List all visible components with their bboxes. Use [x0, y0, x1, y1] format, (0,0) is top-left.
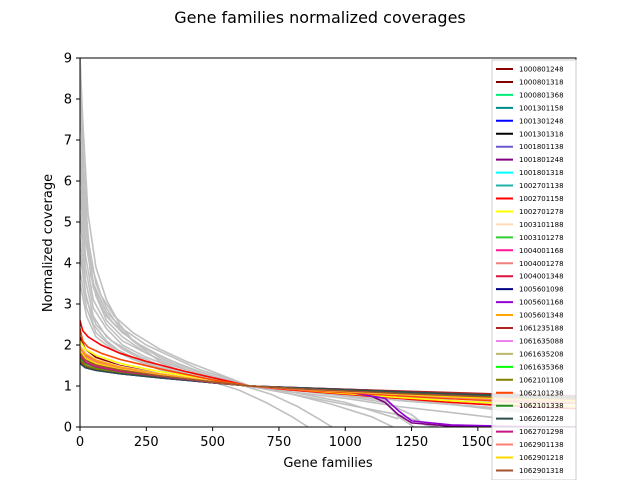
legend-label-1004001168: 1004001168: [519, 247, 564, 255]
legend-label-1005601168: 1005601168: [519, 299, 564, 307]
legend-label-1001301158: 1001301158: [519, 104, 564, 112]
background-series-line: [80, 98, 531, 422]
x-tick-label: 0: [76, 435, 84, 450]
legend-label-1000801318: 1000801318: [519, 78, 564, 86]
legend-label-1001801318: 1001801318: [519, 169, 564, 177]
legend-label-1062101238: 1062101238: [519, 389, 564, 397]
x-axis-label: Gene families: [283, 456, 372, 471]
y-tick-label: 4: [64, 257, 72, 272]
legend-label-1062701298: 1062701298: [519, 428, 564, 436]
legend-label-1002701158: 1002701158: [519, 195, 564, 203]
legend-label-1062901318: 1062901318: [519, 467, 564, 475]
legend-label-1005601098: 1005601098: [519, 286, 564, 294]
legend: 1000801248 1000801318 1000801368 1001301158…: [491, 59, 577, 480]
legend-label-1002701138: 1002701138: [519, 182, 564, 190]
y-tick-label: 5: [64, 216, 72, 231]
legend-label-1062901138: 1062901138: [519, 441, 564, 449]
y-tick-label: 7: [64, 134, 72, 149]
x-tick-label: 1500: [461, 435, 494, 450]
y-tick-label: 3: [64, 298, 72, 313]
legend-label-1000801248: 1000801248: [519, 66, 564, 74]
y-tick-label: 9: [64, 52, 72, 67]
legend-box: [491, 59, 577, 480]
legend-label-1061635088: 1061635088: [519, 337, 564, 345]
x-axis-ticks: 0 250 500 750 1000 1250 1500: [76, 427, 494, 450]
y-tick-label: 8: [64, 93, 72, 108]
y-tick-label: 6: [64, 175, 72, 190]
legend-label-1062601228: 1062601228: [519, 415, 564, 423]
series-line-1062101238: [80, 328, 576, 405]
legend-label-1004001348: 1004001348: [519, 273, 564, 281]
x-tick-label: 1250: [395, 435, 428, 450]
legend-label-1002701278: 1002701278: [519, 208, 564, 216]
series-line-1002701158: [80, 320, 576, 410]
legend-label-1003101278: 1003101278: [519, 234, 564, 242]
legend-label-1001801248: 1001801248: [519, 156, 564, 164]
y-tick-label: 1: [64, 380, 72, 395]
chart-title: Gene families normalized coverages: [174, 8, 466, 27]
x-tick-label: 750: [267, 435, 292, 450]
legend-label-1001301248: 1001301248: [519, 117, 564, 125]
x-tick-label: 1000: [329, 435, 362, 450]
colored-series-group: [80, 320, 576, 427]
legend-label-1004001278: 1004001278: [519, 260, 564, 268]
legend-label-1001801138: 1001801138: [519, 143, 564, 151]
y-axis-label: Normalized coverage: [41, 174, 56, 312]
y-axis-ticks: 0 1 2 3 4 5 6 7 8 9: [64, 52, 80, 436]
background-series-line: [80, 58, 333, 427]
x-tick-label: 250: [134, 435, 159, 450]
legend-label-1062101108: 1062101108: [519, 376, 564, 384]
legend-label-1062901218: 1062901218: [519, 454, 564, 462]
background-series-line: [80, 58, 309, 427]
legend-label-1005601348: 1005601348: [519, 312, 564, 320]
y-tick-label: 0: [64, 421, 72, 436]
background-series-line: [80, 58, 439, 427]
legend-label-1003101188: 1003101188: [519, 221, 564, 229]
x-tick-label: 500: [200, 435, 225, 450]
legend-label-1000801368: 1000801368: [519, 91, 564, 99]
legend-label-1001301318: 1001301318: [519, 130, 564, 138]
legend-label-1061635368: 1061635368: [519, 363, 564, 371]
y-tick-label: 2: [64, 339, 72, 354]
legend-label-1061235188: 1061235188: [519, 325, 564, 333]
series-line-1062901318: [80, 352, 576, 400]
legend-label-1061635208: 1061635208: [519, 350, 564, 358]
legend-label-1062101338: 1062101338: [519, 402, 564, 410]
